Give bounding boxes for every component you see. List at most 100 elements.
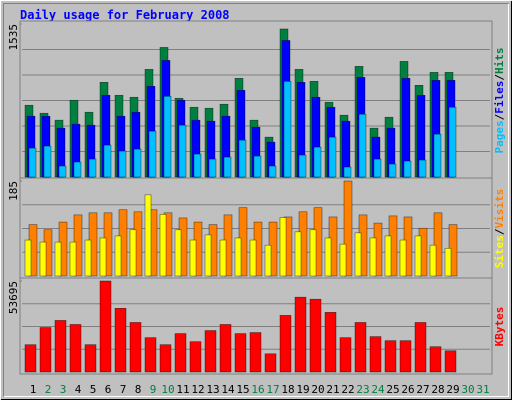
x-tick-label: 6 <box>105 383 112 396</box>
bar <box>39 327 52 373</box>
x-tick-label: 22 <box>341 383 354 396</box>
x-tick-label: 4 <box>75 383 82 396</box>
x-tick-label: 7 <box>120 383 127 396</box>
legend-entry: Hits <box>493 48 506 75</box>
x-tick-label: 21 <box>326 383 339 396</box>
bar <box>369 336 382 373</box>
bar <box>28 147 37 178</box>
x-tick-label: 12 <box>191 383 204 396</box>
bar <box>163 95 172 178</box>
bar <box>24 239 32 277</box>
y-tick-label: 53695 <box>7 281 20 314</box>
x-tick-label: 3 <box>60 383 67 396</box>
y-tick-label: 185 <box>7 181 20 201</box>
x-tick-label: 1 <box>30 383 37 396</box>
bar <box>204 234 212 277</box>
bar <box>118 150 127 178</box>
bar <box>234 333 247 373</box>
bar <box>39 241 47 277</box>
bar <box>418 159 427 178</box>
bar <box>223 156 232 178</box>
bar <box>204 330 217 373</box>
bar <box>114 307 127 373</box>
bar <box>339 337 352 373</box>
bar <box>339 243 347 277</box>
bar <box>324 312 337 373</box>
bar <box>384 340 397 373</box>
bar <box>309 229 317 277</box>
bar <box>144 194 152 277</box>
bar <box>433 212 443 277</box>
bar <box>69 324 82 373</box>
bar <box>159 214 167 277</box>
y-tick-label: 1535 <box>7 24 20 51</box>
bar <box>43 145 52 178</box>
bar <box>103 144 112 178</box>
legend-entry: Visits <box>493 189 506 229</box>
bar <box>54 241 62 277</box>
bar <box>448 106 457 178</box>
x-tick-label: 18 <box>281 383 294 396</box>
bar <box>429 244 437 277</box>
x-tick-label: 19 <box>296 383 309 396</box>
bar <box>388 163 397 178</box>
bar <box>399 340 412 373</box>
x-tick-label: 13 <box>206 383 219 396</box>
bar <box>373 158 382 178</box>
bar <box>148 130 157 178</box>
x-tick-label: 5 <box>90 383 97 396</box>
bar <box>298 154 307 178</box>
bar <box>84 344 97 373</box>
bar <box>114 235 122 277</box>
bar <box>73 161 82 178</box>
bar <box>193 153 202 178</box>
legend-entry: Sites <box>493 235 506 268</box>
bar <box>414 235 422 277</box>
bar <box>358 113 367 178</box>
bar <box>414 322 427 373</box>
x-tick-label: 15 <box>236 383 249 396</box>
bar <box>279 217 287 277</box>
x-tick-label: 20 <box>311 383 324 396</box>
bar <box>189 341 202 373</box>
x-tick-label: 2 <box>45 383 52 396</box>
bar <box>129 229 137 277</box>
bar <box>403 160 412 178</box>
bar <box>268 165 277 178</box>
bar <box>283 81 292 178</box>
legend-separator: / <box>493 113 506 120</box>
legend-separator: / <box>493 228 506 235</box>
x-tick-label: 23 <box>356 383 369 396</box>
bar <box>343 166 352 178</box>
bar <box>253 155 262 178</box>
x-tick-label: 17 <box>266 383 279 396</box>
bar <box>208 158 217 178</box>
legend-entry: Files <box>493 81 506 114</box>
bar <box>264 353 277 373</box>
legend-entry: KBytes <box>493 307 506 347</box>
bar <box>294 231 302 277</box>
bar <box>429 346 442 373</box>
legend: KBytes <box>493 307 506 347</box>
x-tick-label: 29 <box>446 383 459 396</box>
bar <box>249 332 262 373</box>
legend: Pages/Files/Hits <box>493 48 506 154</box>
bar <box>174 333 187 373</box>
bar <box>399 239 407 277</box>
bar <box>384 235 392 277</box>
bar <box>354 232 362 277</box>
bar <box>238 139 247 178</box>
bar <box>88 158 97 178</box>
bar <box>444 350 457 373</box>
bar <box>189 239 197 277</box>
bar <box>219 239 227 277</box>
x-tick-label: 27 <box>416 383 429 396</box>
bar <box>58 165 67 178</box>
bar <box>309 298 322 373</box>
x-tick-label: 25 <box>386 383 399 396</box>
legend-separator: / <box>493 74 506 81</box>
bar <box>433 133 442 178</box>
bar <box>99 237 107 277</box>
